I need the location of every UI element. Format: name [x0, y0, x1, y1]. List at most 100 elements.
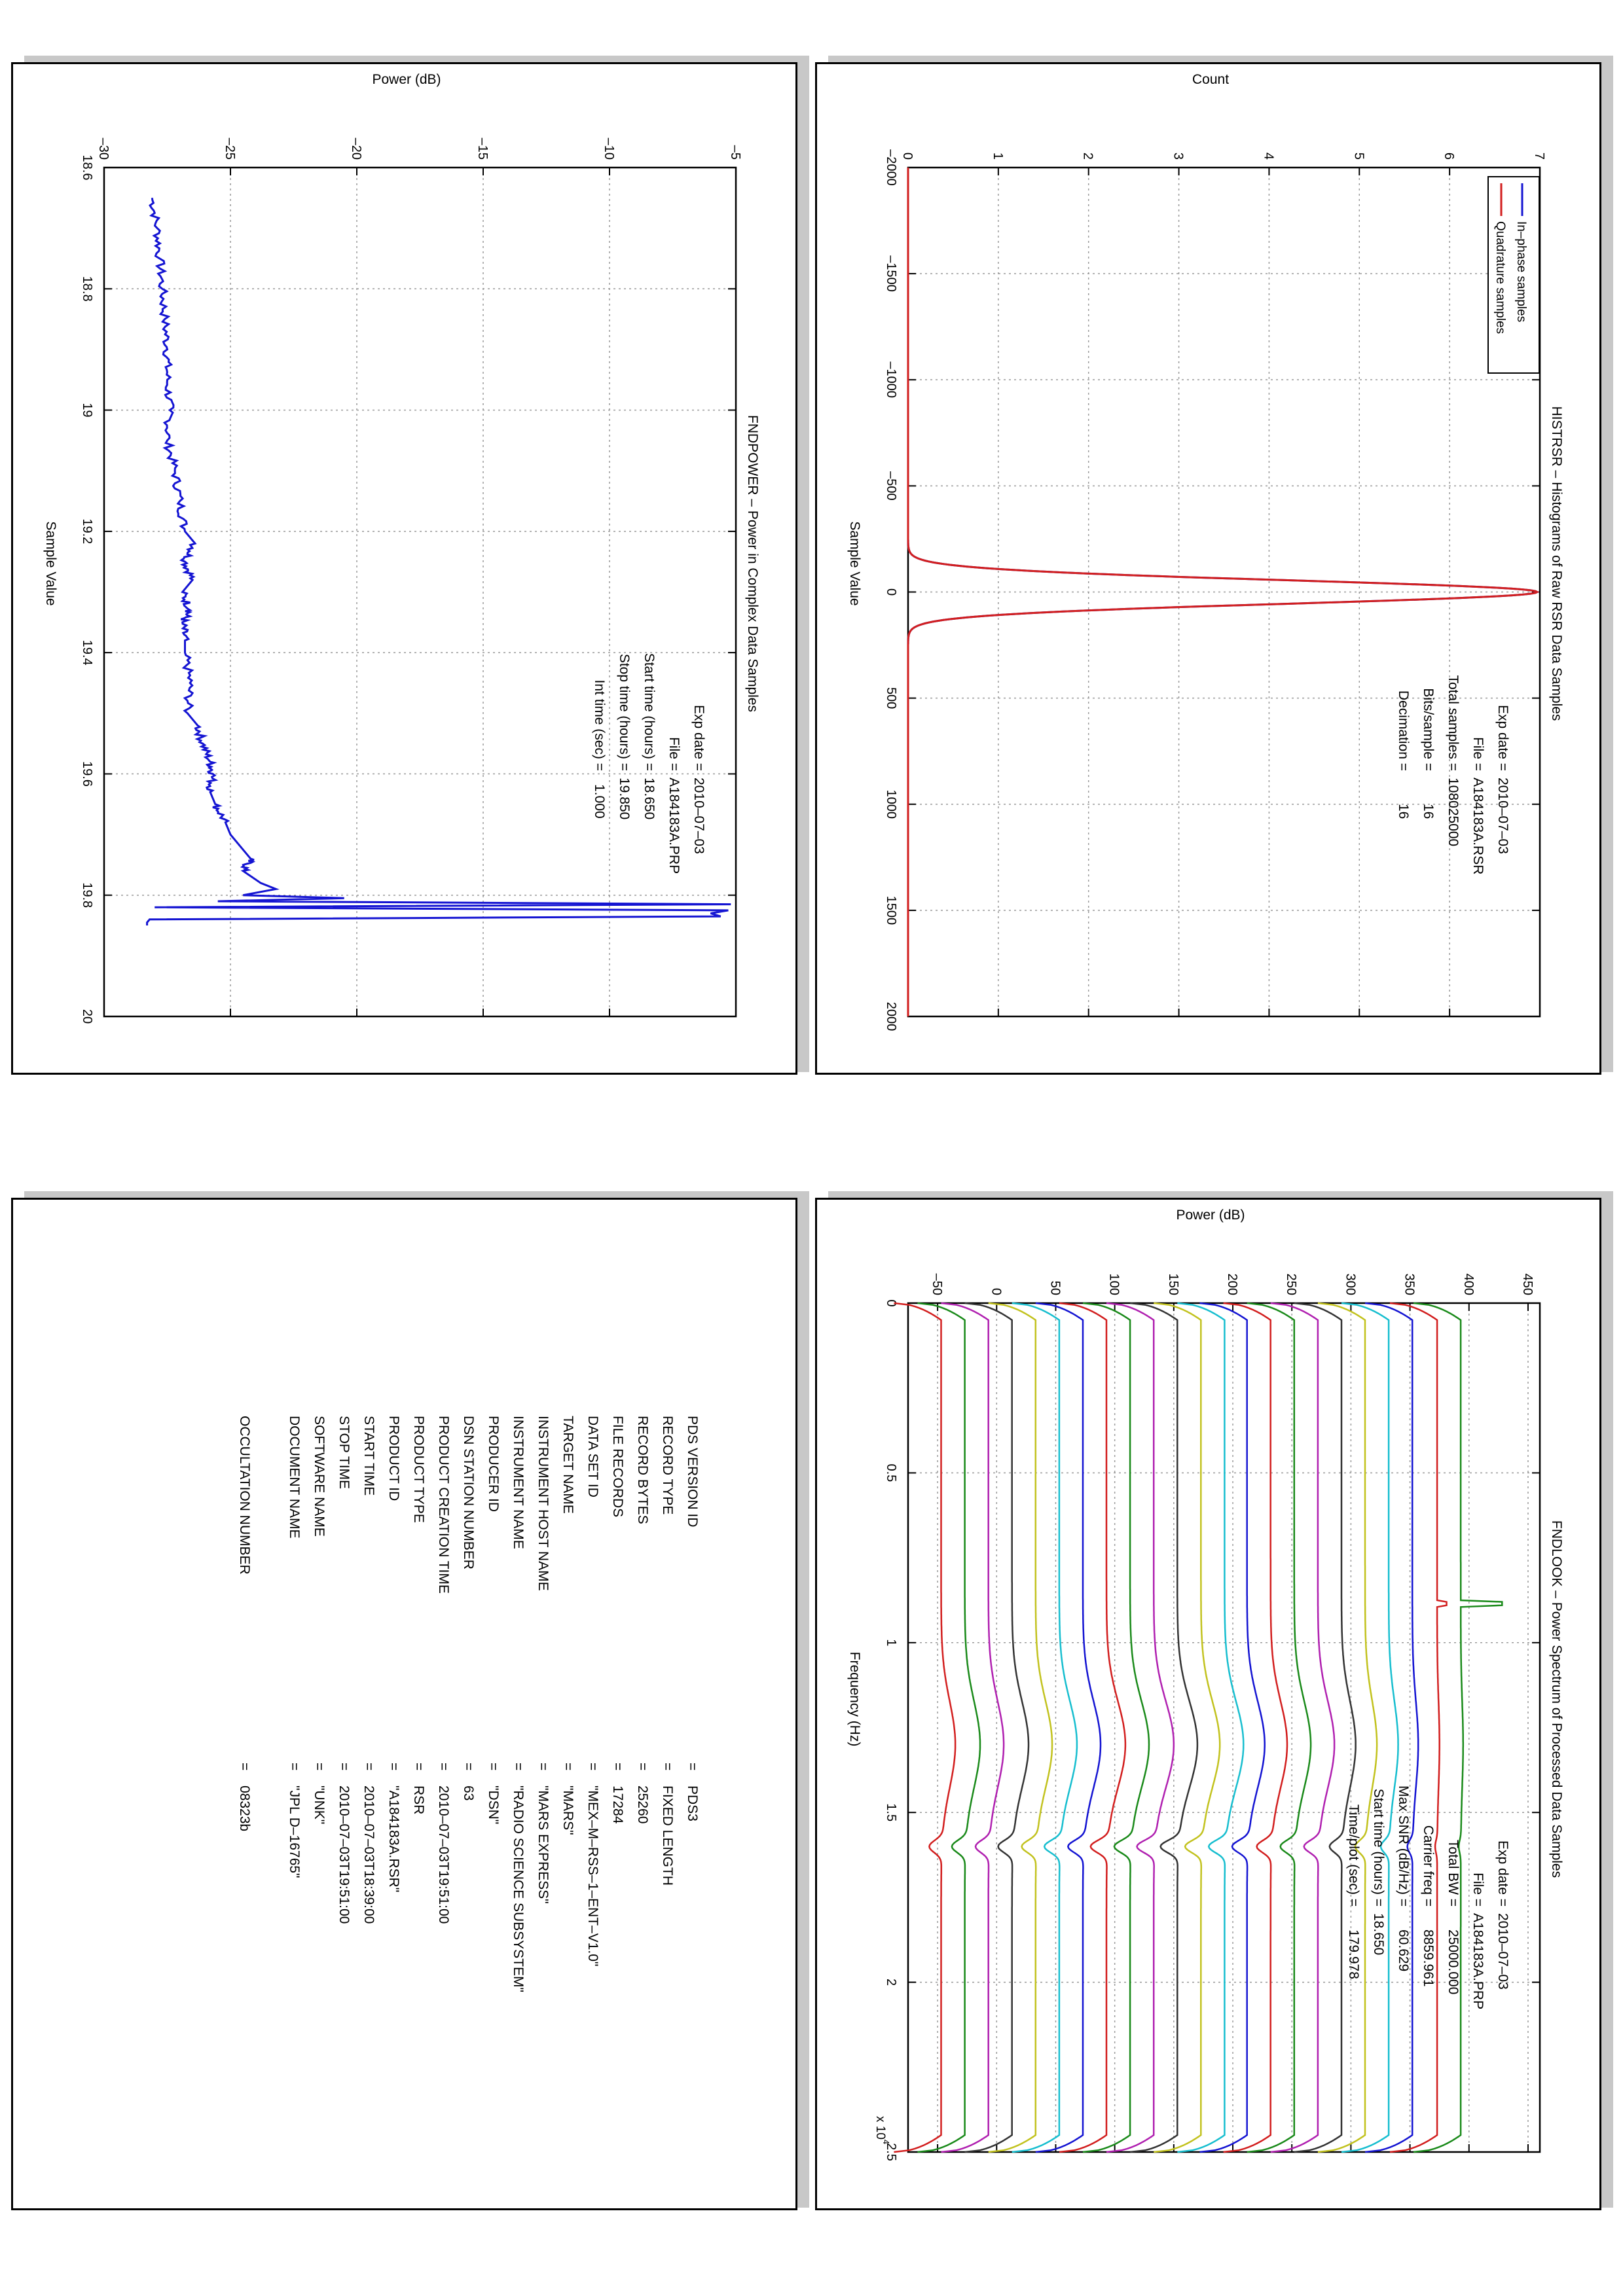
y-tick-label: 4 — [1261, 152, 1275, 160]
y-axis-label: Count — [1192, 72, 1229, 87]
y-tick-label: 1 — [991, 152, 1005, 160]
y-tick-label: 2 — [1081, 152, 1095, 160]
label-key: PRODUCT ID — [386, 1416, 401, 1501]
x-tick-label: 18.8 — [80, 276, 94, 302]
info-label: Bits/sample = — [1421, 688, 1436, 771]
fndlook-panel: 0 0.5 1 1.5 2 2.5 –50 0 50 100 150 200 250 300 350 400 4… — [815, 1198, 1601, 2210]
x-tick-label: 19.6 — [80, 761, 94, 787]
spectrum-line — [1199, 1302, 1266, 2153]
label-key: TARGET NAME — [560, 1416, 575, 1514]
x-tick-label: 1500 — [884, 896, 898, 925]
y-tick-label: 6 — [1442, 152, 1456, 160]
y-tick-label: 300 — [1343, 1274, 1357, 1295]
label-key: DATA SET ID — [585, 1416, 600, 1498]
label-eq: = — [635, 1763, 650, 1770]
x-axis-label: Sample Value — [847, 521, 862, 605]
spectrum-line — [964, 1302, 1030, 2153]
label-eq: = — [660, 1763, 675, 1770]
label-key: RECORD TYPE — [660, 1416, 675, 1515]
spectrum-line — [988, 1302, 1053, 2153]
x-tick-label: 0 — [884, 588, 898, 596]
tick-labels: 0 0.5 1 1.5 2 2.5 –50 0 50 100 150 200 250 300 350 400 4… — [884, 1274, 1535, 2161]
grid — [103, 167, 737, 1017]
y-axis-label: Power (dB) — [372, 72, 441, 87]
label-value: 25260 — [635, 1785, 650, 1823]
spectrum-line — [1341, 1302, 1399, 2153]
label-value: "RADIO SCIENCE SUBSYSTEM" — [511, 1785, 526, 1992]
label-eq: = — [287, 1763, 302, 1770]
y-tick-label: –10 — [602, 138, 616, 160]
label-value: "UNK" — [312, 1785, 327, 1824]
y-tick-label: 0 — [900, 152, 915, 160]
info-label: Decimation = — [1396, 691, 1411, 771]
x-tick-label: 20 — [80, 1009, 94, 1024]
x-axis-label: Sample Value — [43, 521, 58, 605]
label-value: 2010–07–03T18:39:00 — [361, 1785, 376, 1924]
chart-title: FNDLOOK – Power Spectrum of Processed Da… — [1549, 1520, 1564, 1878]
info-value: 2010–07–03 — [1495, 1913, 1510, 1990]
spectrum-line — [1294, 1302, 1357, 2153]
info-box: Exp date = 2010–07–03 File = A184183A.PR… — [592, 653, 706, 874]
label-key: DOCUMENT NAME — [287, 1416, 302, 1538]
x-tick-label: –2000 — [884, 149, 898, 186]
info-value: 108025000 — [1446, 778, 1461, 846]
spectrum-line — [1082, 1302, 1150, 2153]
info-value: A184183A.PRP — [1470, 1913, 1486, 2009]
label-key: PRODUCER ID — [486, 1416, 501, 1512]
info-value: 2010–07–03 — [691, 778, 706, 854]
label-eq: = — [237, 1763, 252, 1770]
legend: In–phase samples Quadrature samples — [1487, 176, 1540, 374]
info-label: Carrier freq = — [1421, 1825, 1436, 1907]
info-value: A184183A.RSR — [1470, 778, 1486, 874]
label-value: FIXED LENGTH — [660, 1785, 675, 1886]
y-tick-label: 150 — [1166, 1274, 1180, 1295]
info-value: 16 — [1421, 804, 1436, 819]
x-tick-label: 0.5 — [884, 1463, 898, 1482]
info-value: 18.650 — [1371, 1913, 1386, 1955]
tick-labels: –2000 –1500 –1000 –500 0 500 1000 1500 2000 0 1 2 3 4… — [884, 149, 1546, 1031]
info-value: A184183A.PRP — [666, 778, 682, 874]
info-label: Int time (sec) = — [592, 680, 607, 771]
info-label: Exp date = — [1495, 705, 1510, 771]
label-value: 2010–07–03T19:51:00 — [436, 1785, 451, 1924]
label-panel: PDS VERSION ID = PDS3 RECORD TYPE = FIXED LEN… — [11, 1198, 797, 2210]
y-tick-label: 3 — [1171, 152, 1186, 160]
x-tick-label: 2 — [884, 1979, 898, 1986]
spectrum-line — [1364, 1302, 1419, 2153]
x-tick-label: 1000 — [884, 790, 898, 819]
x-tick-label: –1000 — [884, 361, 898, 398]
y-tick-label: 7 — [1532, 152, 1546, 160]
spectrum-line — [1389, 1302, 1448, 2153]
x-tick-label: 500 — [884, 687, 898, 709]
grid — [907, 167, 1541, 1017]
label-value: "MARS" — [560, 1785, 575, 1835]
y-tick-label: 50 — [1048, 1281, 1062, 1295]
spectrum-line — [1154, 1302, 1221, 2153]
label-key: SOFTWARE NAME — [312, 1416, 327, 1537]
label-eq: = — [560, 1763, 575, 1770]
info-label: Exp date = — [691, 705, 706, 771]
spectrum-line — [1413, 1302, 1503, 2153]
x-tick-label: 2000 — [884, 1002, 898, 1031]
spectrum-lines — [894, 1302, 1503, 2153]
x-axis-label: Frequency (Hz) — [847, 1652, 862, 1747]
info-label: Time/plot (sec) = — [1346, 1804, 1361, 1907]
histrsr-chart: –2000 –1500 –1000 –500 0 500 1000 1500 2000 0 1 2 3 4… — [847, 72, 1564, 1031]
label-eq: = — [536, 1763, 551, 1770]
info-value: 60.629 — [1396, 1929, 1411, 1971]
label-eq: = — [486, 1763, 501, 1770]
x-tick-label: 19 — [80, 403, 94, 417]
info-label: File = — [666, 737, 682, 771]
info-value: 1.000 — [592, 784, 607, 819]
info-label: File = — [1470, 737, 1486, 771]
y-tick-label: 5 — [1351, 152, 1366, 160]
fndpower-rotated: 18.6 18.8 19 19.2 19.4 19.6 19.8 20 –30 –25 –20 –15… — [13, 64, 795, 1073]
quadrature-series-line — [907, 168, 1540, 1016]
info-value: 8859.961 — [1421, 1929, 1436, 1987]
x-tick-label: 19.8 — [80, 882, 94, 908]
tick-labels: 18.6 18.8 19 19.2 19.4 19.6 19.8 20 –30 –25 –20 –15… — [80, 138, 742, 1024]
label-value: 08323b — [237, 1785, 252, 1831]
legend-label-inphase: In–phase samples — [1514, 221, 1528, 322]
label-eq: = — [685, 1763, 700, 1770]
info-label: Stop time (hours) = — [617, 654, 632, 771]
